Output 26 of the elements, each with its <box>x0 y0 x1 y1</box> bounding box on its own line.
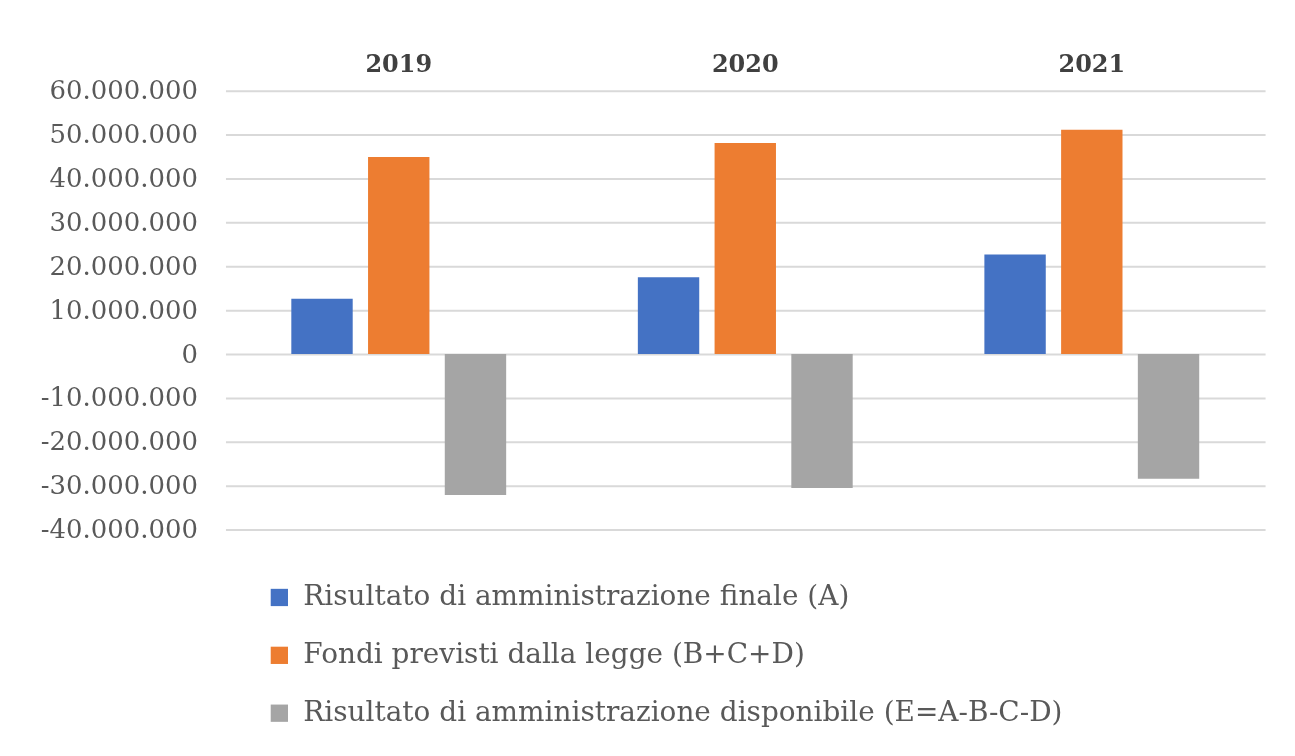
y-tick-label: 10.000.000 <box>49 294 199 325</box>
x-tick-label: 2021 <box>1058 50 1126 79</box>
bar <box>984 254 1046 355</box>
bar <box>444 354 507 495</box>
y-tick-label: -40.000.000 <box>40 514 199 545</box>
y-tick-label: 60.000.000 <box>49 75 199 106</box>
y-tick-label: -30.000.000 <box>40 470 199 501</box>
bar <box>637 277 700 355</box>
bar <box>791 354 853 488</box>
bar <box>1061 129 1123 355</box>
y-tick-label: -20.000.000 <box>40 426 199 457</box>
y-tick-label: 0 <box>181 338 199 369</box>
y-tick-label: -10.000.000 <box>40 382 199 413</box>
bar <box>368 156 430 355</box>
legend-label: Risultato di amministrazione finale (A) <box>303 579 850 613</box>
y-tick-label: 30.000.000 <box>49 206 199 237</box>
legend-label: Risultato di amministrazione disponibile (E=A-B-C-D) <box>303 695 1063 729</box>
y-tick-label: 50.000.000 <box>49 119 199 150</box>
y-tick-label: 20.000.000 <box>49 250 199 281</box>
bar <box>291 298 353 355</box>
legend-label: Fondi previsti dalla legge (B+C+D) <box>303 637 805 671</box>
y-tick-label: 40.000.000 <box>49 162 199 193</box>
x-tick-label: 2019 <box>365 50 433 79</box>
bar <box>1137 354 1200 479</box>
x-tick-label: 2020 <box>711 50 779 79</box>
bar <box>714 142 776 355</box>
